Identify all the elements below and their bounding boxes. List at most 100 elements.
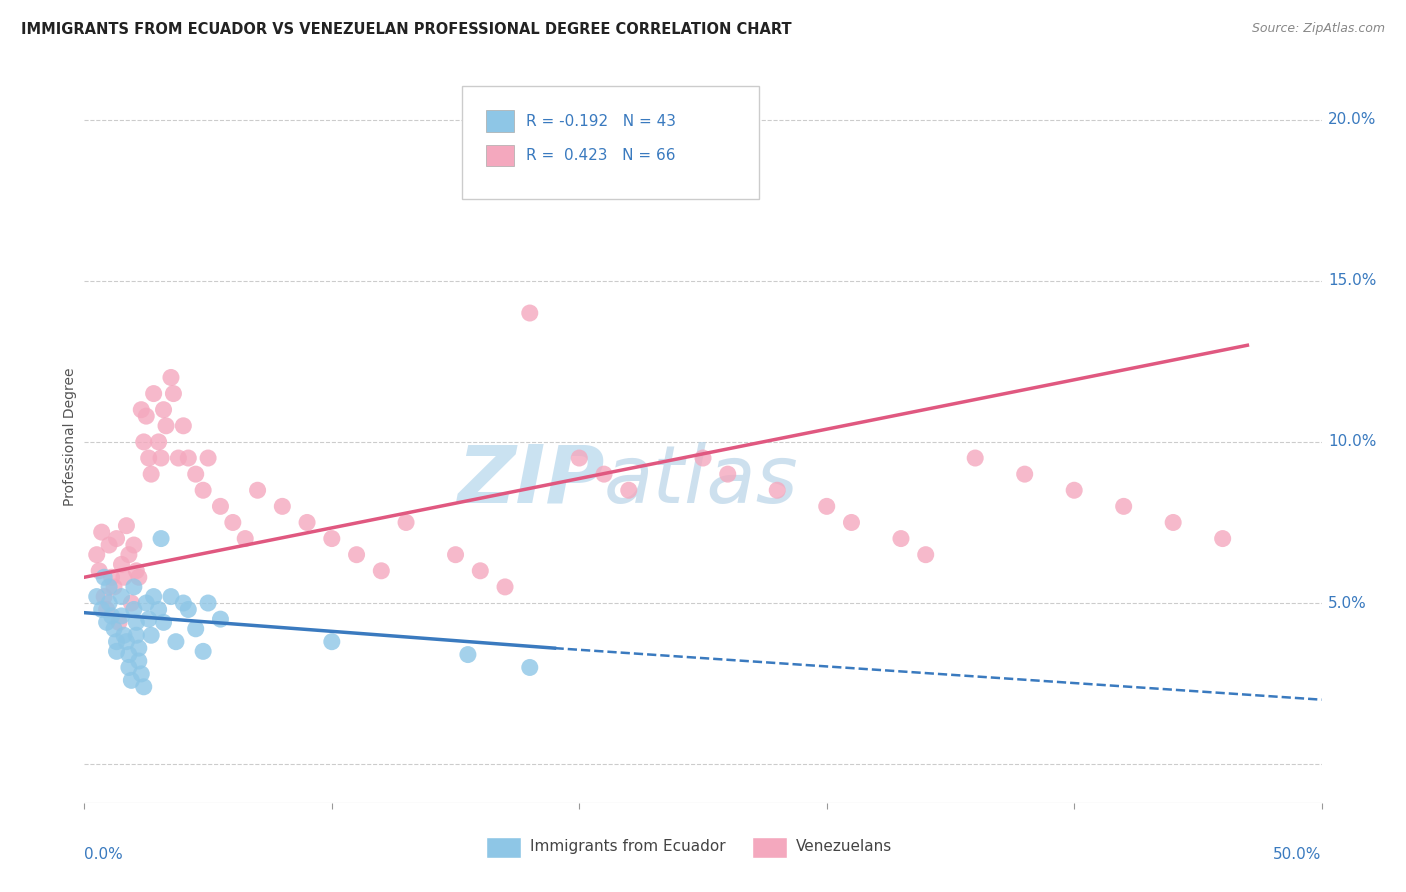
Point (148, 434, 170, 449)
Point (108, 615, 131, 630)
Point (96, 615, 118, 630)
Point (120, 596, 142, 610)
Point (717, 467, 740, 482)
Point (142, 590, 165, 604)
Point (152, 402, 174, 417)
Point (222, 516, 245, 530)
Point (494, 580, 516, 594)
Point (395, 516, 418, 530)
Point (86, 590, 108, 604)
Text: R =  0.423   N = 66: R = 0.423 N = 66 (526, 148, 675, 163)
Text: R = -0.192   N = 43: R = -0.192 N = 43 (526, 113, 676, 128)
Point (815, 500, 838, 514)
Point (86, 548, 108, 562)
Text: Immigrants from Ecuador: Immigrants from Ecuador (530, 839, 725, 855)
Text: IMMIGRANTS FROM ECUADOR VS VENEZUELAN PROFESSIONAL DEGREE CORRELATION CHART: IMMIGRANTS FROM ECUADOR VS VENEZUELAN PR… (21, 22, 792, 37)
Point (172, 418, 194, 433)
Text: Venezuelans: Venezuelans (796, 839, 891, 855)
Point (90, 602, 112, 616)
Point (135, 596, 157, 610)
Point (593, 467, 616, 482)
Point (103, 622, 125, 636)
Point (370, 564, 392, 578)
Point (118, 660, 141, 674)
Point (105, 532, 128, 546)
Point (128, 654, 150, 668)
FancyBboxPatch shape (486, 110, 513, 132)
Text: 20.0%: 20.0% (1327, 112, 1376, 128)
Point (1063, 483, 1085, 498)
Point (1161, 516, 1184, 530)
FancyBboxPatch shape (752, 838, 787, 858)
Point (177, 602, 200, 616)
FancyBboxPatch shape (486, 145, 513, 167)
Point (841, 516, 863, 530)
Point (125, 628, 148, 642)
FancyBboxPatch shape (486, 838, 522, 858)
Point (568, 450, 591, 465)
Point (89, 564, 111, 578)
Text: 5.0%: 5.0% (1327, 596, 1367, 610)
Point (142, 386, 165, 401)
Point (115, 518, 138, 533)
Y-axis label: Professional Degree: Professional Degree (63, 368, 77, 507)
Text: 10.0%: 10.0% (1327, 434, 1376, 450)
Point (890, 532, 912, 546)
Point (125, 564, 148, 578)
Point (150, 450, 173, 465)
Point (138, 450, 160, 465)
Point (295, 516, 318, 530)
Point (112, 628, 135, 642)
Text: 15.0%: 15.0% (1327, 273, 1376, 288)
Point (132, 680, 155, 694)
Point (152, 615, 174, 630)
Point (1014, 467, 1036, 482)
Point (197, 450, 219, 465)
Point (93, 590, 115, 604)
Point (191, 483, 214, 498)
Point (90, 525, 112, 540)
Point (120, 673, 142, 688)
Point (122, 538, 145, 552)
Text: ZIP: ZIP (457, 442, 605, 520)
Text: Source: ZipAtlas.com: Source: ZipAtlas.com (1251, 22, 1385, 36)
Point (321, 634, 343, 648)
Point (233, 532, 256, 546)
Point (98, 538, 121, 552)
Point (103, 580, 125, 594)
Point (122, 602, 145, 616)
Point (128, 641, 150, 656)
Point (110, 558, 132, 572)
Point (1112, 500, 1135, 514)
Text: 0.0%: 0.0% (84, 847, 124, 862)
Point (150, 532, 173, 546)
Point (100, 570, 122, 584)
Point (965, 450, 987, 465)
Point (110, 608, 132, 623)
Point (155, 418, 177, 433)
Point (1212, 532, 1234, 546)
Point (692, 450, 714, 465)
Point (470, 564, 492, 578)
Point (105, 634, 128, 648)
Point (617, 483, 640, 498)
Point (93, 570, 115, 584)
Point (165, 634, 187, 648)
Point (457, 648, 479, 662)
Point (191, 644, 214, 658)
Point (209, 500, 232, 514)
Point (519, 660, 541, 674)
Point (129, 402, 152, 417)
Point (177, 450, 200, 465)
Point (184, 467, 207, 482)
Point (246, 483, 269, 498)
Point (167, 450, 190, 465)
Point (172, 596, 194, 610)
Point (160, 370, 183, 384)
Point (132, 434, 155, 449)
Point (197, 596, 219, 610)
Point (125, 615, 148, 630)
Point (100, 608, 122, 623)
Point (141, 628, 163, 642)
Point (122, 580, 145, 594)
